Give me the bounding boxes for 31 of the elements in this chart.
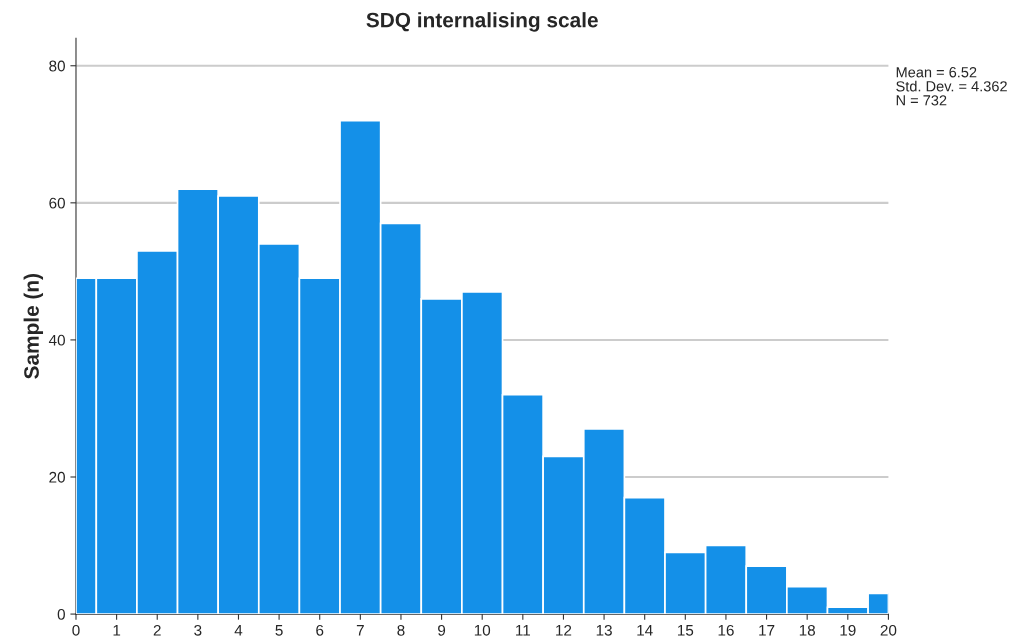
x-tick-label: 11 xyxy=(516,625,531,636)
y-tick-label: 20 xyxy=(49,471,65,483)
x-tick-label: 0 xyxy=(72,624,80,636)
y-tick-label: 80 xyxy=(49,60,65,72)
text: N = 732 xyxy=(896,95,947,106)
x-tick-label: 6 xyxy=(316,624,324,636)
x-tick-label: 1 xyxy=(113,625,121,636)
x-tick-label: 18 xyxy=(799,624,816,636)
x-tick-label: 3 xyxy=(194,624,202,636)
text: Std. Dev. = 4.362 xyxy=(896,80,1007,92)
x-tick-label: 19 xyxy=(840,624,856,636)
x-tick-label: 20 xyxy=(880,624,897,636)
x-tick-label: 14 xyxy=(637,625,653,636)
y-tick-label: 0 xyxy=(57,608,65,620)
x-tick-label: 8 xyxy=(397,624,405,636)
y-tick-label: 40 xyxy=(48,334,65,346)
x-tick-label: 5 xyxy=(275,625,283,636)
text: Mean = 6.52 xyxy=(896,67,977,78)
x-tick-label: 12 xyxy=(556,624,572,636)
y-tick-label: 60 xyxy=(49,197,65,209)
x-tick-label: 9 xyxy=(438,624,446,636)
x-tick-label: 10 xyxy=(474,624,491,636)
y-axis-title: Sample (n) xyxy=(23,273,44,379)
chart-title: SDQ internalising scale xyxy=(366,12,598,32)
x-tick-label: 16 xyxy=(718,624,734,636)
x-tick-label: 15 xyxy=(677,625,694,636)
x-tick-label: 2 xyxy=(153,624,161,636)
x-tick-label: 4 xyxy=(234,625,243,636)
x-tick-label: 17 xyxy=(759,625,775,636)
x-tick-label: 13 xyxy=(596,624,612,636)
x-tick-label: 7 xyxy=(356,625,364,636)
